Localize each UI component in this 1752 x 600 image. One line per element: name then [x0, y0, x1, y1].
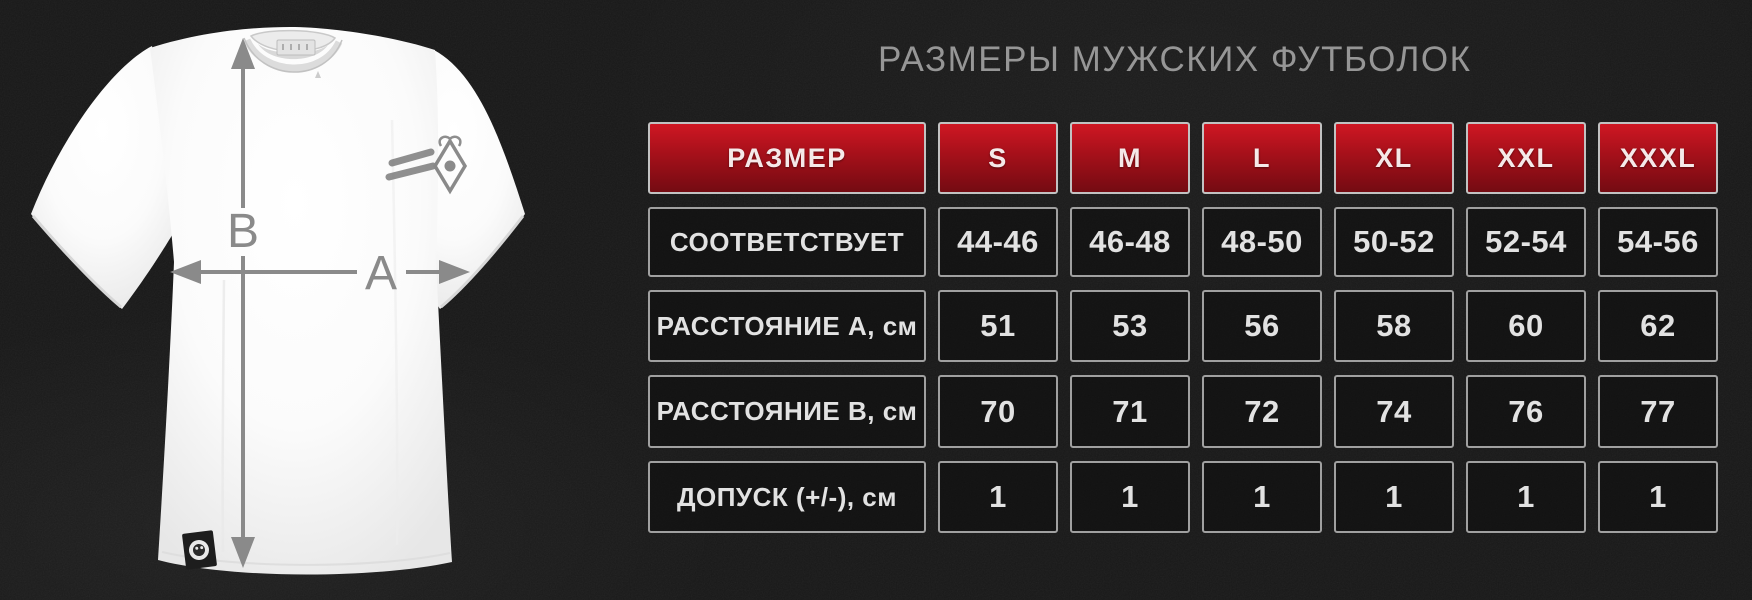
size-value-cell: 1 — [1334, 461, 1454, 533]
size-value-cell: 76 — [1466, 375, 1586, 448]
right-sleeve-hem — [440, 215, 525, 309]
size-value-cell: 53 — [1070, 290, 1190, 362]
row-label-cell: ДОПУСК (+/-), см — [648, 461, 926, 533]
size-value-cell: 60 — [1466, 290, 1586, 362]
size-table: РАЗМЕР S M L XL XXL XXXL СООТВЕТСТВУЕТ 4… — [648, 122, 1718, 533]
vertical-measure-arrow — [231, 38, 255, 568]
header-cell-size-l: L — [1202, 122, 1322, 194]
size-value-cell: 1 — [1202, 461, 1322, 533]
collar-brand-mark — [315, 71, 321, 78]
header-cell-size-s: S — [938, 122, 1058, 194]
tshirt-collar-front — [243, 38, 343, 72]
measure-label-a: A — [365, 247, 397, 300]
measure-label-b: B — [227, 205, 259, 258]
size-value-cell: 48-50 — [1202, 207, 1322, 277]
page-title: РАЗМЕРЫ МУЖСКИХ ФУТБОЛОК — [878, 40, 1472, 79]
size-value-cell: 1 — [1466, 461, 1586, 533]
size-value-cell: 56 — [1202, 290, 1322, 362]
row-label-cell: РАССТОЯНИЕ B, см — [648, 375, 926, 448]
size-value-cell: 50-52 — [1334, 207, 1454, 277]
tshirt-diagram: B A — [0, 0, 560, 600]
size-value-cell: 71 — [1070, 375, 1190, 448]
size-value-cell: 58 — [1334, 290, 1454, 362]
size-value-cell: 52-54 — [1466, 207, 1586, 277]
fabric-crease — [390, 119, 399, 546]
size-value-cell: 44-46 — [938, 207, 1058, 277]
hem-brand-tag — [182, 530, 217, 570]
brand-chest-logo — [385, 135, 468, 195]
size-value-cell: 46-48 — [1070, 207, 1190, 277]
header-cell-size-label: РАЗМЕР — [648, 122, 926, 194]
size-value-cell: 51 — [938, 290, 1058, 362]
size-value-cell: 74 — [1334, 375, 1454, 448]
size-value-cell: 62 — [1598, 290, 1718, 362]
size-value-cell: 1 — [1070, 461, 1190, 533]
header-cell-size-xl: XL — [1334, 122, 1454, 194]
tshirt-left-sleeve — [31, 46, 180, 309]
size-value-cell: 77 — [1598, 375, 1718, 448]
size-value-cell: 1 — [938, 461, 1058, 533]
collar-tag-marks — [282, 44, 308, 50]
size-value-cell: 54-56 — [1598, 207, 1718, 277]
row-label-cell: СООТВЕТСТВУЕТ — [648, 207, 926, 277]
left-sleeve-hem — [31, 215, 122, 309]
collar-size-tag — [276, 39, 316, 56]
horizontal-measure-arrow — [170, 260, 470, 284]
size-value-cell: 70 — [938, 375, 1058, 448]
tshirt-body — [150, 27, 452, 575]
tshirt-collar-front-edge — [243, 37, 343, 73]
row-label-cell: РАССТОЯНИЕ A, см — [648, 290, 926, 362]
header-cell-size-m: M — [1070, 122, 1190, 194]
header-cell-size-xxxl: XXXL — [1598, 122, 1718, 194]
size-value-cell: 72 — [1202, 375, 1322, 448]
size-value-cell: 1 — [1598, 461, 1718, 533]
header-cell-size-xxl: XXL — [1466, 122, 1586, 194]
fabric-crease — [221, 279, 226, 553]
